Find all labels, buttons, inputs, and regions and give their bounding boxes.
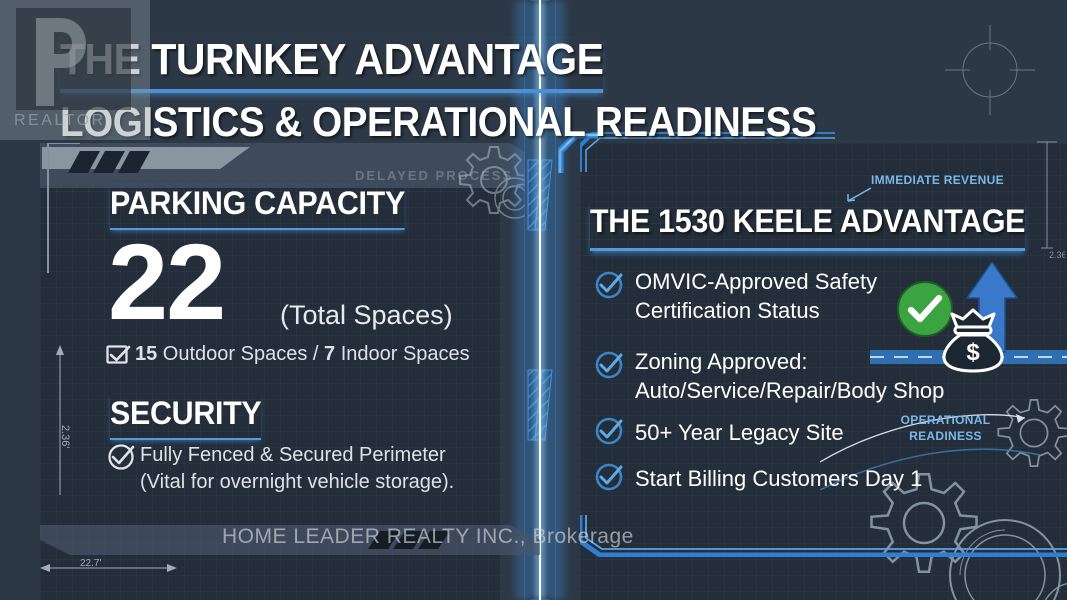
svg-text:2.36': 2.36' — [1049, 250, 1065, 260]
svg-text:$: $ — [966, 339, 980, 366]
svg-text:22.7': 22.7' — [80, 558, 101, 569]
svg-text:2.36': 2.36' — [59, 425, 71, 449]
